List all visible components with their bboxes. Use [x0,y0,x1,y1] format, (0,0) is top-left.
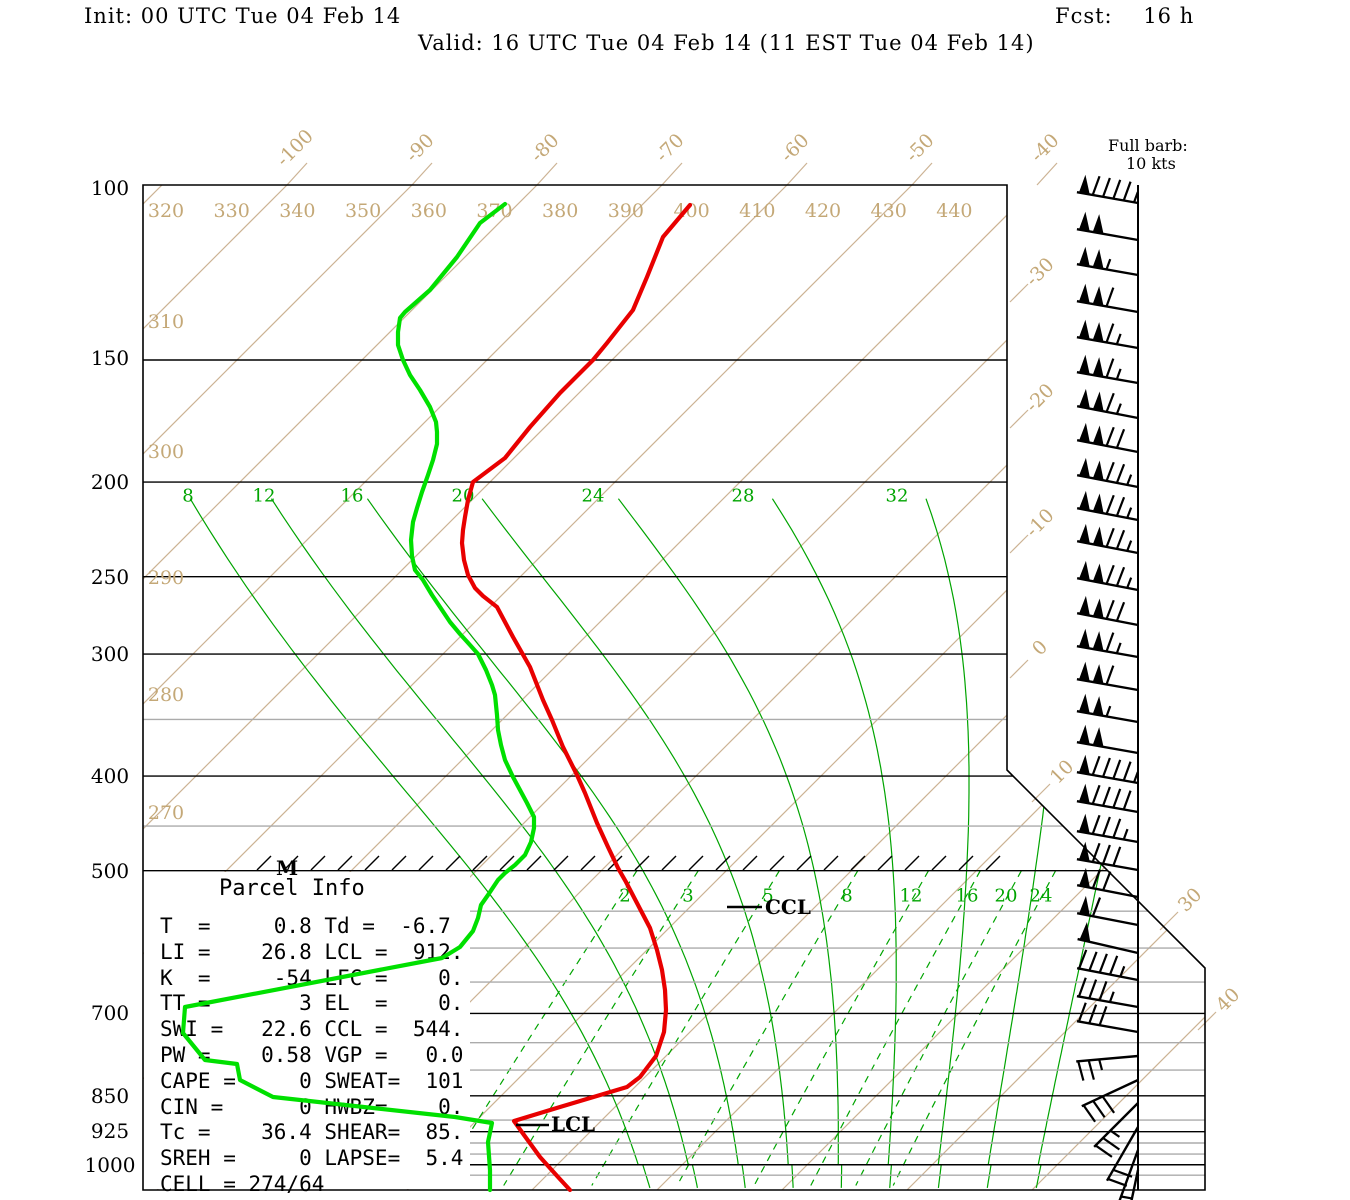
dry-adiabat-label: 410 [739,200,776,222]
parcel-info-line: T = 0.8 Td = -6.7 [160,914,451,938]
moist-adiabat-label: 12 [252,485,276,507]
missing-data-marker: M [276,856,299,880]
pressure-axis-label: 850 [90,1084,130,1108]
pressure-axis-label: 925 [90,1119,130,1143]
parcel-info-line: SWI = 22.6 CCL = 544. [160,1017,464,1042]
pressure-axis-label: 250 [90,565,130,589]
dry-adiabat-label: 420 [804,200,842,222]
mixing-ratio-label: 8 [841,885,853,907]
pressure-axis-label: 300 [90,642,130,666]
parcel-info-line: SREH = 0 LAPSE= 5.4 [160,1146,464,1171]
parcel-info-line: Tc = 36.4 SHEAR= 85. [160,1120,464,1145]
lcl-label: LCL [551,1112,596,1136]
dry-adiabat-label: 270 [147,802,185,824]
moist-adiabat-label: 32 [885,485,909,507]
mixing-ratio-label: 3 [682,885,694,907]
mixing-ratio-label: 2 [619,885,631,907]
barb-legend-line1: Full barb: [1108,136,1188,155]
dry-adiabat-label: 320 [147,200,185,222]
pressure-axis-label: 150 [90,346,130,370]
barb-legend-line2: 10 kts [1126,154,1176,173]
parcel-info-line: CAPE = 0 SWEAT= 101 [160,1068,464,1093]
pressure-axis-label: 1000 [84,1153,136,1177]
mixing-ratio-label: 5 [762,885,774,907]
moist-adiabat-label: 28 [731,485,755,507]
dry-adiabat-label: 430 [870,200,907,222]
moist-adiabat-label: 24 [581,485,605,507]
dry-adiabat-label: 330 [213,200,250,222]
pressure-axis-label: 500 [90,859,130,883]
parcel-info-title: Parcel Info [219,876,365,901]
dry-adiabat-label: 310 [147,311,185,333]
init-time-label: Init: 00 UTC Tue 04 Feb 14 [84,4,402,28]
dry-adiabat-label: 290 [147,567,185,589]
pressure-axis-label: 200 [90,470,130,494]
moist-adiabat-label: 16 [340,485,364,507]
pressure-axis-label: 400 [90,764,130,788]
dry-adiabat-label: 350 [344,200,382,222]
valid-time-label: Valid: 16 UTC Tue 04 Feb 14 (11 EST Tue … [418,31,1035,55]
mixing-ratio-label: 16 [955,885,979,907]
moist-adiabat-label: 8 [182,485,194,507]
mixing-ratio-label: 20 [994,885,1018,907]
pressure-axis-label: 700 [90,1001,130,1025]
ccl-label: CCL [765,895,811,919]
dry-adiabat-label: 360 [410,200,447,222]
dry-adiabat-label: 380 [542,200,579,222]
dry-adiabat-label: 340 [279,200,316,222]
dry-adiabat-label: 280 [147,684,185,706]
pressure-axis-label: 100 [90,176,130,200]
dry-adiabat-label: 390 [607,200,645,222]
parcel-info-table: T = 0.8 Td = -6.7 LI = 26.8 LCL = 912. K =… [160,914,463,1198]
dry-adiabat-label: 440 [936,200,973,222]
parcel-info-line: PW = 0.58 VGP = 0.0 [160,1042,464,1067]
dry-adiabat-label: 300 [147,441,185,463]
forecast-hour-label: Fcst: 16 h [1055,4,1195,28]
parcel-info-line: LI = 26.8 LCL = 912. [160,939,464,964]
parcel-info-line: CELL = 274/64 [160,1171,325,1196]
mixing-ratio-label: 24 [1029,885,1053,907]
mixing-ratio-label: 12 [899,885,923,907]
